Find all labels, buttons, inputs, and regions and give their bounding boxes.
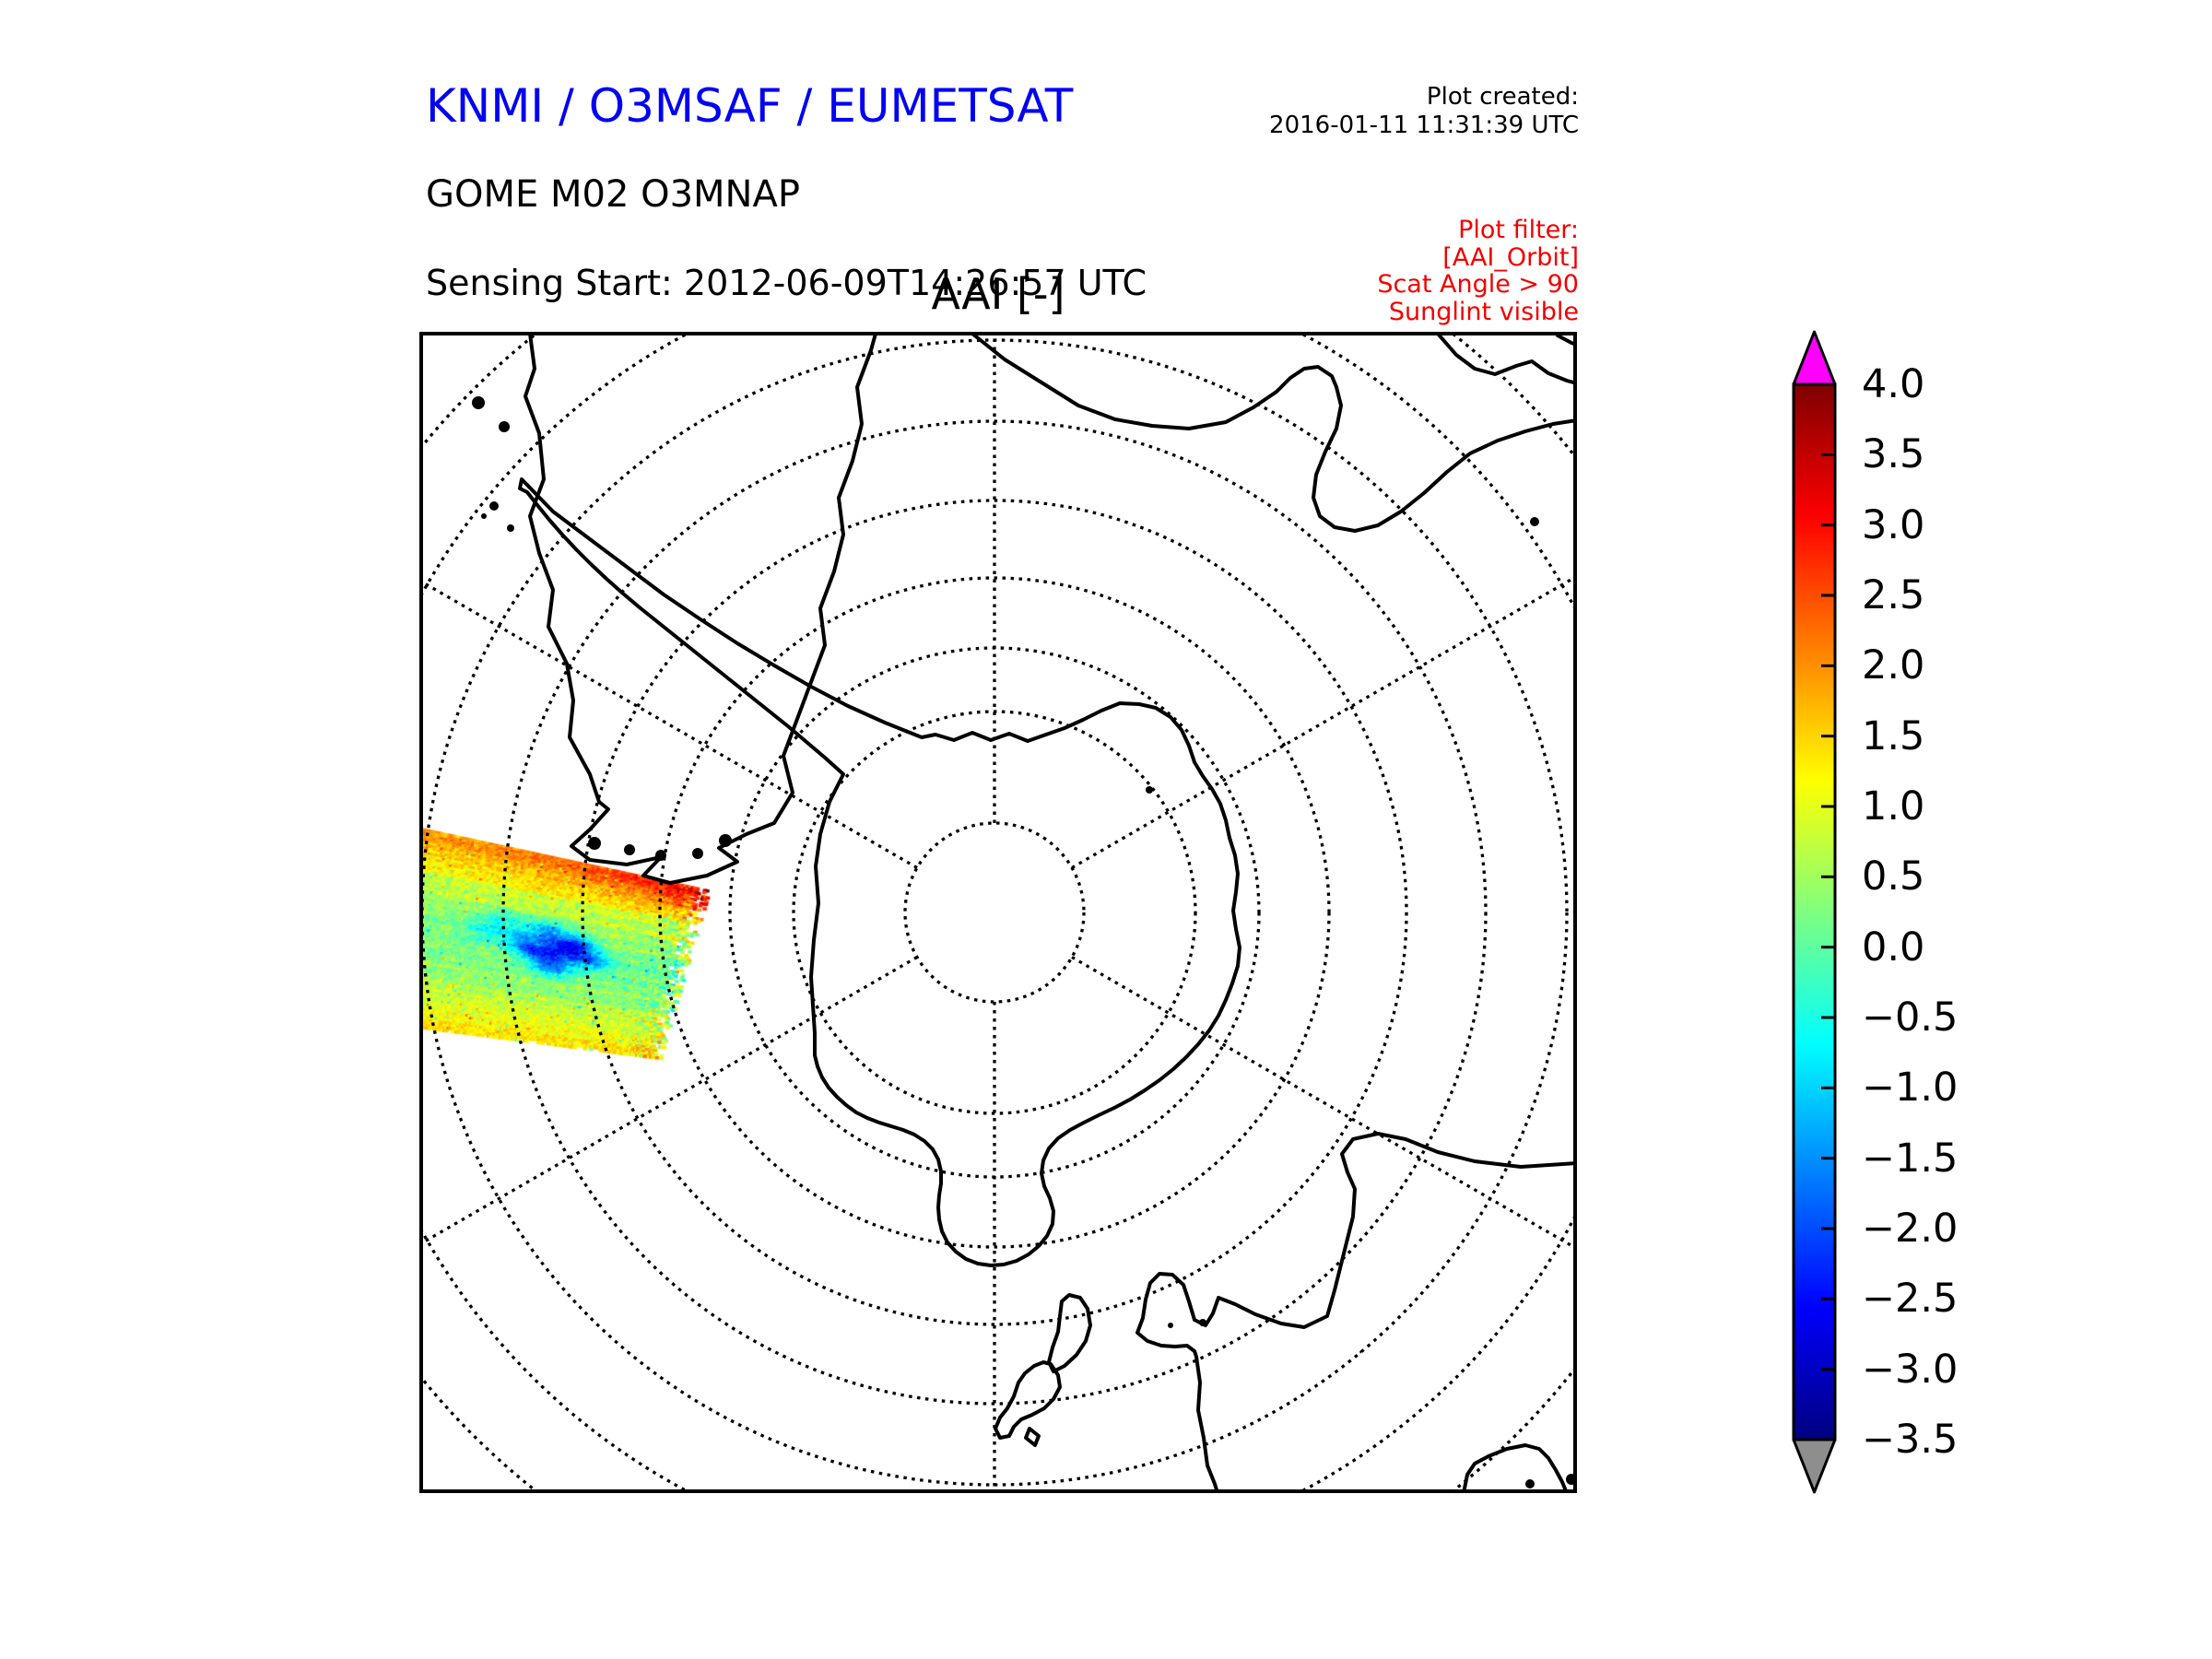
island — [1146, 786, 1153, 794]
plot-created-timestamp: 2016-01-11 11:31:39 UTC — [1269, 112, 1579, 139]
map-border — [419, 332, 1577, 1493]
island — [1530, 517, 1539, 526]
island — [588, 837, 601, 850]
latitude-circle — [420, 338, 1569, 1487]
island — [481, 513, 487, 519]
meridian-line — [1071, 574, 1577, 869]
island — [472, 396, 485, 409]
island — [1199, 1319, 1206, 1326]
aai-swath-heatmap — [419, 332, 1577, 1493]
plot-created-label: Plot created: — [1426, 83, 1579, 111]
latitude-circle — [792, 710, 1197, 1115]
plot-title: AAI [-] — [931, 269, 1065, 319]
plot-created-block: Plot created: 2016-01-11 11:31:39 UTC — [1269, 83, 1579, 140]
island — [1525, 1479, 1535, 1488]
colorbar-tick-label: −0.5 — [1862, 994, 1959, 1041]
filter-line: [AAI_Orbit] — [1442, 242, 1579, 272]
coastline-new-zealand-islet — [1024, 1427, 1041, 1447]
coastline-top-right — [1436, 332, 1577, 385]
colorbar-tick-label: 3.0 — [1862, 501, 1925, 548]
island — [507, 524, 514, 532]
island — [624, 844, 635, 855]
colorbar-tick-label: −1.0 — [1862, 1065, 1959, 1112]
colorbar-tick-label: −3.0 — [1862, 1346, 1959, 1393]
colorbar-tick-label: 0.0 — [1862, 924, 1925, 971]
colorbar-tick-label: 0.5 — [1862, 853, 1925, 900]
coastline-new-zealand-north — [1047, 1293, 1092, 1373]
colorbar-tick-label: −1.5 — [1862, 1135, 1959, 1182]
colorbar-gradient — [1794, 384, 1835, 1440]
colorbar-tick-label: 1.0 — [1862, 783, 1925, 830]
coastline-bottom-right — [1462, 1443, 1569, 1493]
island — [489, 501, 499, 511]
latitude-circle — [658, 576, 1331, 1249]
latitude-circle — [581, 499, 1408, 1326]
coastline-australia-bight — [971, 332, 1577, 533]
latitude-circle — [903, 821, 1086, 1004]
island — [1168, 1323, 1173, 1328]
colorbar-tick-label: 3.5 — [1862, 431, 1925, 478]
island — [719, 834, 732, 847]
product-line: GOME M02 O3MNAP — [426, 173, 800, 216]
colorbar-tick-label: −2.5 — [1862, 1276, 1959, 1323]
island — [692, 848, 703, 859]
meridian-line — [1071, 956, 1577, 1251]
island — [499, 421, 510, 432]
coastline-new-zealand-south — [994, 1360, 1062, 1440]
main-title: KNMI / O3MSAF / EUMETSAT — [426, 79, 1074, 133]
filter-line: Sunglint visible — [1388, 297, 1579, 326]
colorbar-tick-label: 1.5 — [1862, 712, 1925, 759]
meridian-line — [419, 956, 918, 1247]
colorbar-tick-label: 2.5 — [1862, 572, 1925, 618]
map-graticule-and-coastlines — [419, 332, 1577, 1493]
colorbar-tick-label: 4.0 — [1862, 361, 1925, 407]
colorbar-tick-label: −2.0 — [1862, 1206, 1959, 1252]
latitude-circle — [501, 419, 1488, 1406]
colorbar: 4.0 3.5 3.0 2.5 2.0 1.5 1.0 0.5 0.0 −0.5 −1.0 −1.5 −… — [1788, 328, 2212, 1499]
island — [655, 850, 666, 861]
meridian-line — [419, 578, 918, 869]
coastline-south-america — [524, 332, 877, 885]
colorbar-frame-and-arrows — [1792, 330, 1837, 1494]
filter-line: Scat Angle > 90 — [1377, 270, 1579, 299]
colorbar-tick-label: −3.5 — [1862, 1417, 1959, 1463]
coastline-antarctica — [518, 477, 1241, 1267]
map-panel — [419, 332, 1577, 1493]
plot-filter-annotation: Plot filter: [AAI_Orbit] Scat Angle > 90… — [1377, 217, 1579, 325]
sensing-start-line: Sensing Start: 2012-06-09T14:26:57 UTC — [426, 263, 1147, 303]
colorbar-tick-label: 2.0 — [1862, 642, 1925, 689]
filter-line: Plot filter: — [1458, 216, 1579, 244]
